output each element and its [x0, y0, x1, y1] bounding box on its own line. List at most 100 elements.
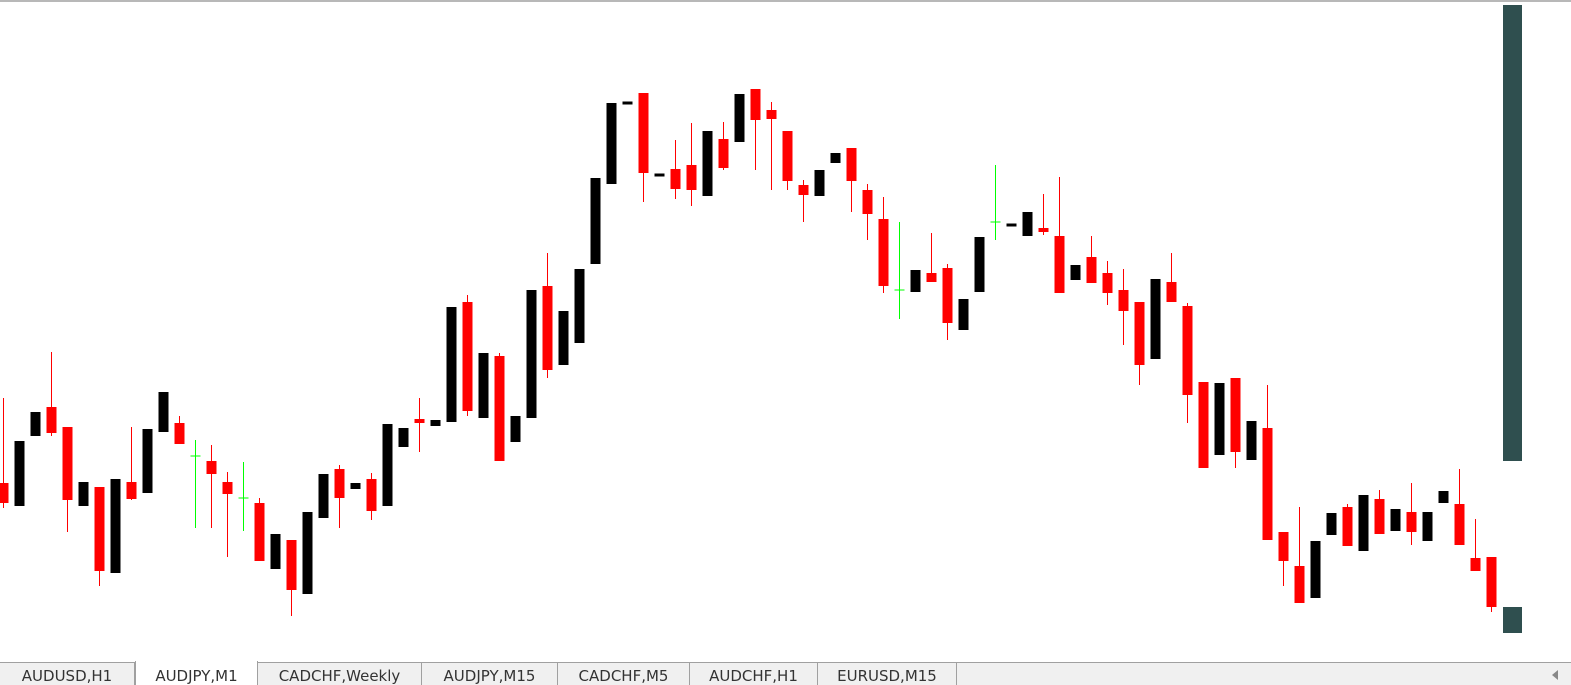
- candle-body: [78, 482, 89, 506]
- tab-bar: AUDUSD,H1 AUDJPY,M1 CADCHF,Weekly AUDJPY,M1…: [0, 661, 1571, 685]
- candle-body: [270, 534, 281, 569]
- candle-body: [286, 540, 297, 590]
- chart-tab[interactable]: CADCHF,M5: [558, 663, 690, 685]
- candle-body: [462, 302, 473, 411]
- candle-body: [1182, 306, 1193, 395]
- candle-body: [878, 219, 889, 286]
- candle-body: [1086, 257, 1097, 283]
- candle-body: [430, 420, 441, 426]
- candle-body: [14, 441, 25, 506]
- candle-body: [974, 237, 985, 292]
- candle-body: [94, 487, 105, 571]
- candle-body: [750, 89, 761, 120]
- candle-body: [814, 170, 825, 196]
- candle-body: [1166, 282, 1177, 302]
- shift-marker[interactable]: [1503, 607, 1522, 633]
- candle-body: [446, 307, 457, 422]
- candle-body: [734, 94, 745, 142]
- candle-body: [398, 428, 409, 447]
- candle-body: [222, 482, 233, 494]
- candle-body: [46, 407, 57, 433]
- candle-body: [366, 479, 377, 511]
- candle-body: [30, 412, 41, 436]
- chart-tab[interactable]: AUDCHF,H1: [690, 663, 818, 685]
- chart-tab[interactable]: AUDJPY,M1: [135, 661, 258, 685]
- candle-body: [1198, 382, 1209, 468]
- candle-body: [510, 416, 521, 442]
- candle-body: [1486, 557, 1497, 607]
- candle-body: [1278, 532, 1289, 561]
- candle-body: [0, 483, 9, 503]
- candle-body: [830, 153, 841, 163]
- candle-body: [318, 474, 329, 518]
- candle-body: [1150, 279, 1161, 359]
- candle-body: [494, 356, 505, 461]
- candle-body: [926, 273, 937, 282]
- candle-body: [1438, 491, 1449, 503]
- candle-body: [1342, 507, 1353, 546]
- candle-body: [1022, 212, 1033, 236]
- candle-body: [686, 165, 697, 190]
- candle-body: [1390, 509, 1401, 531]
- candle-body: [1102, 273, 1113, 293]
- candle-body: [590, 178, 601, 264]
- candle-body: [110, 479, 121, 573]
- candle-body: [1358, 495, 1369, 551]
- candle-body: [1454, 504, 1465, 545]
- candle-body: [862, 190, 873, 214]
- candle-body: [910, 270, 921, 292]
- candle-body: [638, 93, 649, 173]
- candle-body: [1310, 541, 1321, 598]
- candle-body: [1054, 236, 1065, 293]
- candle-body: [302, 512, 313, 594]
- candle-body: [382, 424, 393, 506]
- chart-tab[interactable]: EURUSD,M15: [818, 663, 957, 685]
- candle-body: [846, 148, 857, 181]
- candle-body: [718, 139, 729, 168]
- candle-body: [670, 169, 681, 189]
- candle-body: [254, 503, 265, 561]
- candle-body: [1246, 421, 1257, 460]
- candle-body: [702, 131, 713, 196]
- candle-body: [414, 419, 425, 423]
- candle-body: [478, 353, 489, 418]
- candle-body: [62, 427, 73, 500]
- chart-tab[interactable]: AUDJPY,M15: [422, 663, 558, 685]
- candle-body: [1214, 383, 1225, 455]
- candle-body: [334, 469, 345, 498]
- candle-body: [1294, 566, 1305, 603]
- candle-body: [798, 185, 809, 195]
- candle-body: [1134, 302, 1145, 365]
- candle-body: [142, 429, 153, 493]
- candle-body: [158, 392, 169, 432]
- candle-body: [1422, 512, 1433, 541]
- candle-body: [1406, 512, 1417, 532]
- candle-body: [766, 110, 777, 119]
- candle-body: [1118, 290, 1129, 311]
- candle-body: [1374, 499, 1385, 534]
- chart: [0, 0, 1571, 633]
- candle-body: [782, 131, 793, 181]
- candle-body: [526, 290, 537, 418]
- candle-body: [942, 268, 953, 323]
- candle-body: [206, 461, 217, 474]
- chart-tab[interactable]: AUDUSD,H1: [0, 663, 135, 685]
- candle-body: [126, 482, 137, 499]
- chart-tab[interactable]: CADCHF,Weekly: [258, 663, 422, 685]
- candle-body: [1038, 228, 1049, 232]
- candle-body: [574, 269, 585, 343]
- scroll-left-arrow[interactable]: [1549, 669, 1561, 681]
- candle-body: [606, 103, 617, 184]
- candle-body: [174, 423, 185, 444]
- candle-body: [350, 483, 361, 489]
- scroll-thumb[interactable]: [1503, 5, 1522, 461]
- candle-body: [1470, 558, 1481, 571]
- candle-body: [1230, 378, 1241, 452]
- candle-body: [542, 286, 553, 370]
- candle-body: [558, 311, 569, 365]
- candle-body: [958, 299, 969, 330]
- candle-body: [1262, 428, 1273, 540]
- candle-body: [1326, 513, 1337, 535]
- candle-body: [1070, 265, 1081, 280]
